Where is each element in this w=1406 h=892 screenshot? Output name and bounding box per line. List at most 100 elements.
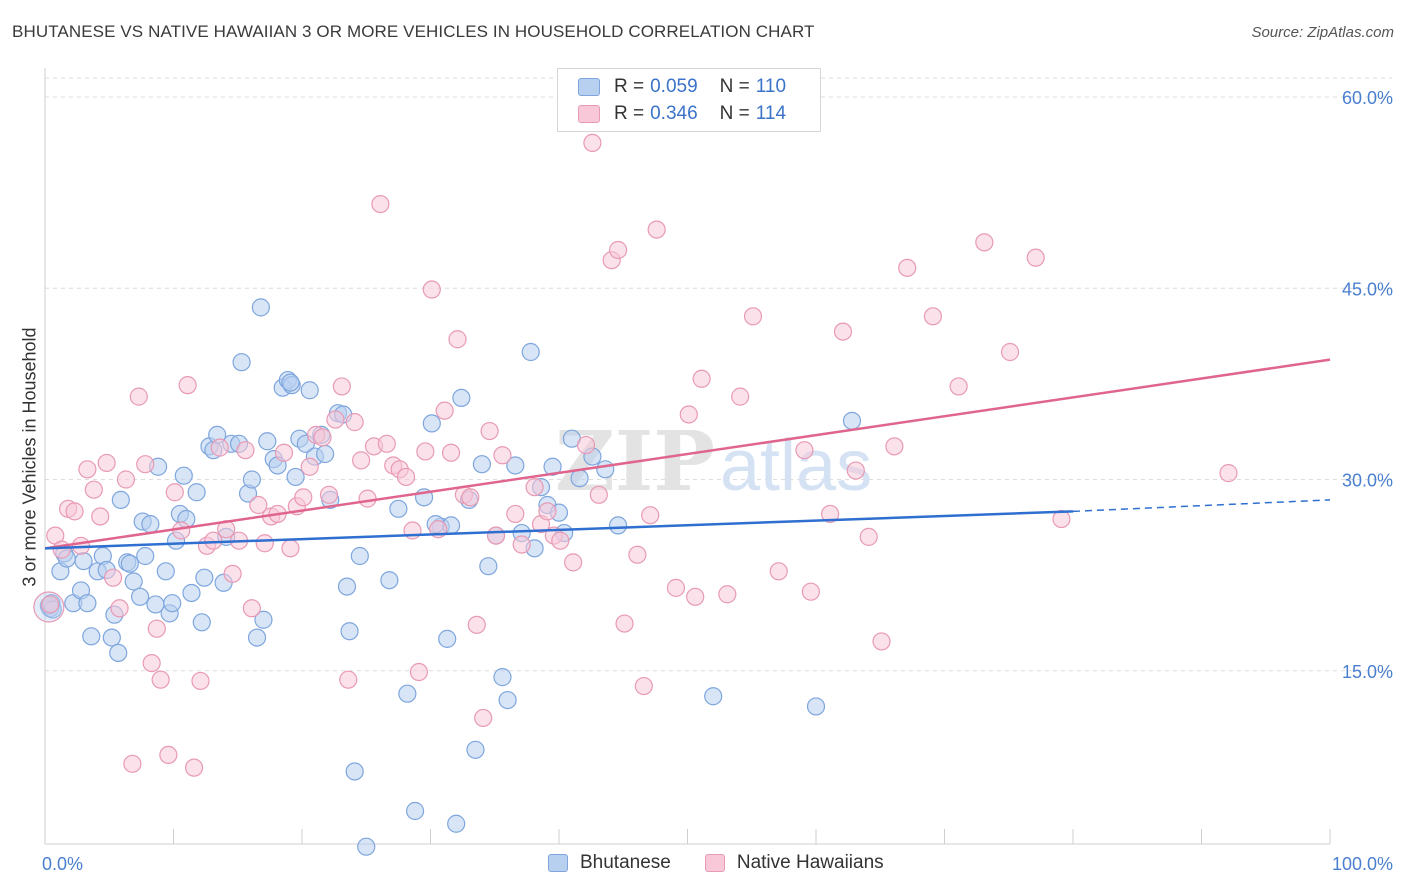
bhutanese-point bbox=[182, 583, 201, 603]
bhutanese-point bbox=[452, 388, 471, 407]
bhutanese-point bbox=[102, 628, 121, 647]
native-hawaiian-point bbox=[666, 578, 686, 597]
native-hawaiian-point bbox=[474, 708, 493, 728]
bhutanese-point bbox=[521, 342, 540, 362]
native-hawaiian-point bbox=[352, 451, 371, 470]
native-hawaiian-point bbox=[345, 413, 364, 432]
native-hawaiian-point bbox=[923, 307, 943, 326]
native-hawaiian-point bbox=[647, 220, 666, 239]
bhutanese-point bbox=[163, 594, 182, 613]
native-hawaiian-trend-line bbox=[44, 358, 1331, 550]
native-hawaiian-point bbox=[480, 421, 499, 441]
native-hawaiian-point bbox=[692, 369, 711, 388]
native-hawaiian-point bbox=[84, 480, 103, 499]
bhutanese-point bbox=[704, 687, 723, 706]
y-tick-label: 60.0% bbox=[1342, 88, 1393, 108]
native-hawaiian-point bbox=[300, 457, 319, 476]
bhutanese-point bbox=[543, 457, 562, 476]
bhutanese-point bbox=[350, 546, 369, 566]
legend-item-bhutanese: Bhutanese bbox=[548, 852, 671, 874]
native-hawaiian-point bbox=[204, 531, 223, 550]
legend-r-value: 0.346 bbox=[650, 103, 698, 124]
native-hawaiian-point bbox=[416, 442, 435, 461]
native-hawaiian-point bbox=[236, 441, 255, 460]
native-hawaiian-point bbox=[679, 405, 698, 424]
native-hawaiian-point bbox=[448, 330, 467, 349]
native-hawaiian-point bbox=[634, 676, 653, 696]
bhutanese-point bbox=[136, 546, 155, 566]
series-legend: Bhutanese Native Hawaiians bbox=[548, 852, 918, 874]
legend-n-value: 114 bbox=[755, 103, 787, 124]
chart-source: Source: ZipAtlas.com bbox=[1251, 24, 1394, 41]
native-hawaiian-point bbox=[210, 438, 229, 457]
native-hawaiian-point bbox=[91, 507, 110, 526]
native-hawaiian-point bbox=[486, 526, 506, 545]
legend-n-label: N = bbox=[719, 76, 750, 97]
native-hawaiian-point bbox=[506, 504, 525, 524]
native-hawaiian-point bbox=[151, 670, 170, 689]
native-hawaiian-point bbox=[110, 599, 129, 618]
native-hawaiian-point bbox=[493, 446, 512, 465]
bhutanese-point bbox=[472, 455, 491, 474]
y-axis-label: 3 or more Vehicles in Household bbox=[19, 327, 40, 587]
legend-n-value: 110 bbox=[755, 76, 787, 97]
native-hawaiian-point bbox=[743, 307, 763, 326]
bhutanese-point bbox=[842, 411, 862, 430]
bhutanese-point bbox=[380, 571, 399, 590]
native-hawaiian-point bbox=[628, 545, 647, 564]
bhutanese-point bbox=[398, 684, 417, 703]
native-hawaiian-point bbox=[833, 322, 853, 341]
legend-swatch-pink bbox=[704, 854, 725, 872]
native-hawaiian-point bbox=[142, 653, 161, 673]
bhutanese-point bbox=[120, 554, 139, 573]
bhutanese-point bbox=[74, 551, 93, 571]
native-hawaiian-point bbox=[165, 483, 184, 502]
native-hawaiian-point bbox=[1219, 464, 1238, 483]
native-hawaiian-point bbox=[52, 540, 71, 559]
native-hawaiian-point bbox=[178, 376, 197, 395]
legend-n-label: N = bbox=[719, 103, 750, 124]
native-hawaiian-point bbox=[371, 195, 390, 214]
legend-row-native-hawaiians: R = 0.346 N = 114 bbox=[578, 102, 786, 126]
bhutanese-point bbox=[405, 801, 425, 821]
legend-row-bhutanese: R = 0.059 N = 110 bbox=[578, 75, 786, 99]
native-hawaiian-point bbox=[615, 614, 634, 633]
bhutanese-point bbox=[493, 668, 512, 687]
bhutanese-point bbox=[438, 629, 457, 648]
bhutanese-point bbox=[251, 298, 270, 317]
native-hawaiian-point bbox=[294, 488, 313, 507]
native-hawaiian-point bbox=[975, 233, 994, 252]
bhutanese-point bbox=[609, 516, 628, 535]
native-hawaiian-point bbox=[1000, 342, 1020, 362]
native-hawaiian-point bbox=[326, 410, 345, 429]
native-hawaiian-point bbox=[731, 387, 750, 406]
bhutanese-point bbox=[286, 467, 305, 487]
x-tick-label: 100.0% bbox=[1332, 854, 1393, 874]
bhutanese-point bbox=[141, 515, 160, 534]
bhutanese-point bbox=[111, 490, 130, 509]
native-hawaiian-point bbox=[846, 461, 865, 480]
bhutanese-point bbox=[174, 466, 193, 485]
legend-swatch-blue bbox=[548, 854, 568, 872]
bhutanese-point bbox=[82, 627, 101, 646]
bhutanese-point bbox=[357, 837, 376, 856]
gridlines bbox=[45, 77, 1392, 672]
bhutanese-point bbox=[596, 460, 615, 479]
bhutanese-point bbox=[337, 577, 357, 596]
bhutanese-trend-extension bbox=[1072, 499, 1331, 513]
legend-item-native-hawaiians: Native Hawaiians bbox=[704, 852, 884, 874]
native-hawaiian-point bbox=[78, 460, 97, 479]
native-hawaiian-point bbox=[589, 485, 608, 504]
bhutanese-point bbox=[345, 762, 364, 781]
native-hawaiian-point bbox=[396, 467, 416, 487]
watermark-text: atlas bbox=[720, 426, 872, 506]
chart-title: BHUTANESE VS NATIVE HAWAIIAN 3 OR MORE V… bbox=[12, 22, 815, 41]
bhutanese-point bbox=[124, 572, 143, 591]
bhutanese-trend-line bbox=[44, 510, 1074, 550]
y-tick-label: 30.0% bbox=[1342, 471, 1393, 491]
native-hawaiian-point bbox=[609, 240, 628, 260]
x-tick-label: 0.0% bbox=[42, 854, 83, 874]
native-hawaiian-point bbox=[538, 502, 557, 521]
bhutanese-point bbox=[242, 470, 261, 489]
